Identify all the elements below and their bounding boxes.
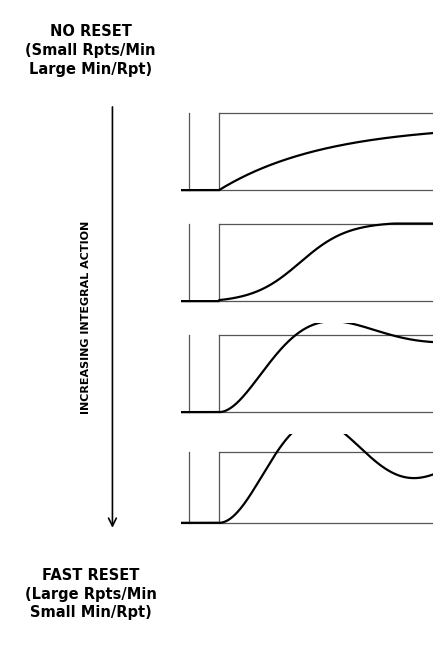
Text: FAST RESET
(Large Rpts/Min
Small Min/Rpt): FAST RESET (Large Rpts/Min Small Min/Rpt… xyxy=(25,568,156,620)
Text: INCREASING INTEGRAL ACTION: INCREASING INTEGRAL ACTION xyxy=(81,221,91,414)
Text: NO RESET
(Small Rpts/Min
Large Min/Rpt): NO RESET (Small Rpts/Min Large Min/Rpt) xyxy=(25,24,156,77)
